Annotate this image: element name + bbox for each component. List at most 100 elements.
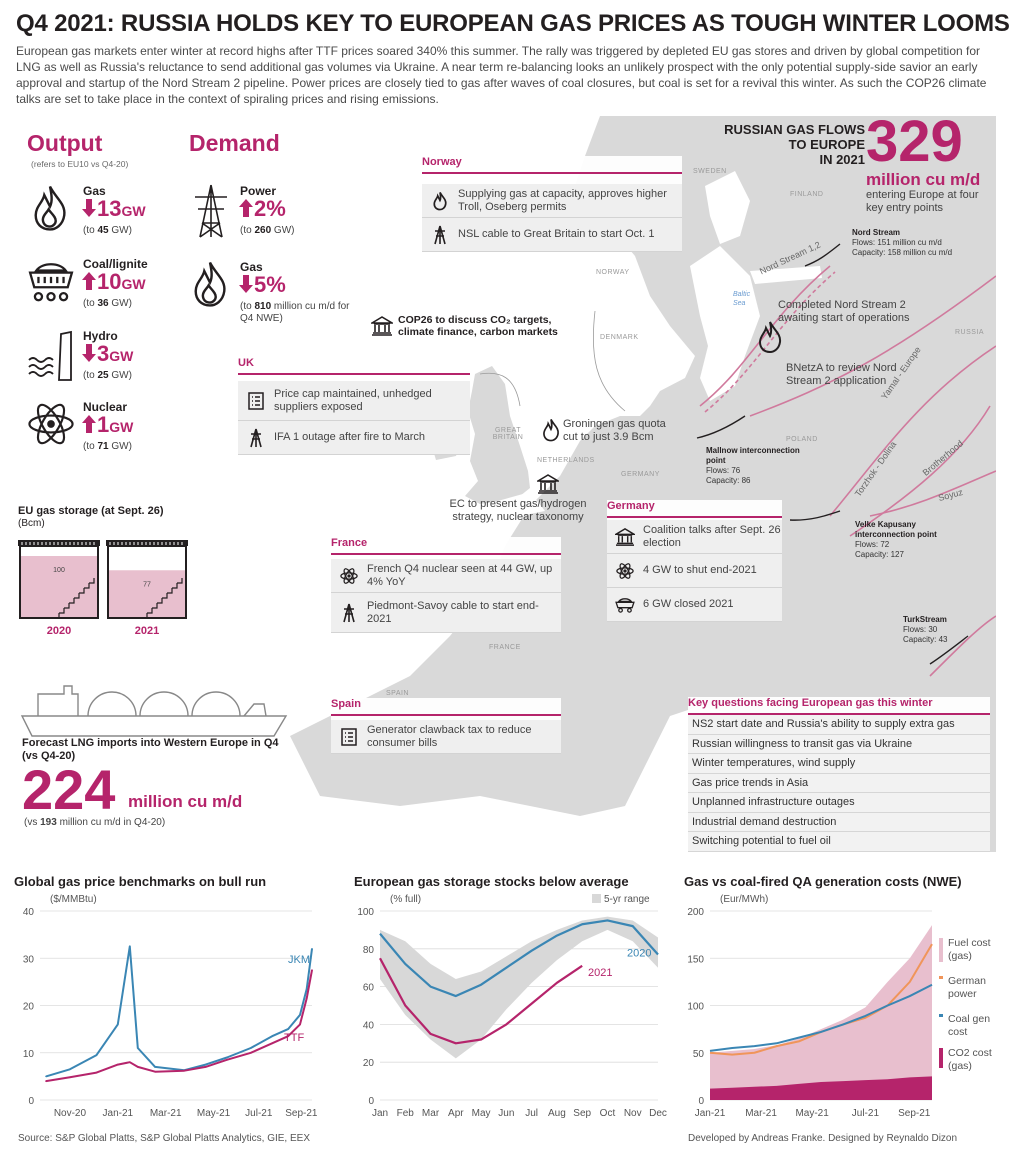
checklist-icon — [248, 391, 264, 410]
storage-unit: (Bcm) — [18, 518, 45, 529]
panel-row-text: NSL cable to Great Britain to start Oct.… — [458, 228, 655, 240]
legend-swatch — [939, 976, 943, 979]
pylon-icon — [195, 184, 227, 238]
data-point — [271, 1035, 273, 1038]
sea-label-baltic: Baltic Sea — [733, 291, 751, 307]
lng-note-pre: (vs — [24, 817, 41, 828]
tank-value-label: 100 — [53, 567, 65, 574]
area-co2-cost — [710, 1076, 932, 1100]
panel-row-text: Generator clawback tax to reduce consume… — [367, 723, 532, 749]
item-name: Power — [240, 184, 277, 198]
lng-subtitle: (vs Q4-20) — [22, 750, 76, 762]
entry-flows: Flows: 151 million cu m/d — [852, 238, 942, 247]
data-point — [226, 1059, 228, 1061]
legend-label: power — [948, 988, 977, 1000]
data-point — [250, 1047, 252, 1049]
x-tick-label: Mar — [422, 1108, 440, 1119]
panel-row: Coalition talks after Sept. 26 election — [607, 520, 782, 554]
item-value: 3 — [97, 341, 110, 366]
data-point — [95, 1071, 98, 1074]
data-point — [69, 1068, 71, 1071]
lng-unit: million cu m/d — [128, 792, 243, 811]
flame-icon — [34, 186, 66, 231]
data-point — [311, 969, 313, 971]
panel-norway: Norway Supplying gas at capacity, approv… — [422, 156, 682, 252]
panel-title: Spain — [331, 698, 561, 716]
atom-icon — [28, 403, 74, 445]
country-label-great-britain: GREAT BRITAIN — [492, 427, 524, 441]
entry-flows: Flows: 72 — [855, 540, 890, 549]
y-tick-label: 0 — [698, 1096, 704, 1107]
pylon-icon — [434, 225, 446, 244]
checklist-icon — [341, 727, 357, 746]
y-tick-label: 200 — [687, 907, 704, 918]
y-axis-unit: (% full) — [390, 894, 421, 905]
data-point — [136, 1066, 139, 1068]
entry-capacity: Capacity: 43 — [903, 635, 948, 644]
item-unit: GW — [109, 348, 134, 364]
data-point — [128, 1061, 131, 1063]
item-value: 13 — [97, 196, 122, 221]
panel-row-text: 4 GW to shut end-2021 — [643, 564, 757, 576]
note-pre: (to — [83, 225, 98, 236]
series-line-jkm — [45, 945, 313, 1078]
intro-text: European gas markets enter winter at rec… — [16, 44, 987, 106]
x-tick-label: Sep-21 — [898, 1108, 931, 1119]
y-axis-unit: ($/MMBtu) — [50, 894, 97, 905]
data-point — [299, 1023, 301, 1026]
legend-label: German — [948, 975, 986, 987]
item-name: Hydro — [83, 329, 118, 343]
country-label-netherlands: NETHERLANDS — [537, 457, 595, 464]
note-post: GW) — [108, 370, 132, 381]
x-tick-label: Jan-21 — [103, 1108, 134, 1119]
note-value: 36 — [97, 298, 109, 309]
storage-title: EU gas storage (at Sept. 26) — [18, 505, 164, 517]
legend-label: (gas) — [948, 1060, 972, 1072]
data-point — [287, 1035, 289, 1038]
series-line-2021 — [379, 957, 583, 1045]
x-tick-label: Mar-21 — [745, 1108, 777, 1119]
chart-generation-costs: Gas vs coal-fired QA generation costs (N… — [684, 874, 992, 1119]
government-icon — [537, 474, 559, 494]
russian-flows-line1: RUSSIAN GAS FLOWS — [724, 122, 865, 137]
panel-title: UK — [238, 357, 470, 375]
y-tick-label: 20 — [363, 1058, 375, 1069]
x-tick-label: Jul-21 — [245, 1108, 273, 1119]
panel-row: Price cap maintained, unhedged suppliers… — [238, 381, 470, 421]
turkstream-pipe — [929, 615, 996, 677]
mallnow-arrow — [696, 415, 746, 439]
country-label-spain: SPAIN — [386, 690, 409, 697]
note-value: 71 — [97, 441, 109, 452]
velke-arrow — [789, 510, 841, 521]
panel-title: France — [331, 537, 561, 555]
item-name: Gas — [83, 184, 106, 198]
y-tick-label: 10 — [23, 1049, 35, 1060]
data-point — [250, 1051, 252, 1054]
note-pre: (to — [83, 441, 98, 452]
source-text: Source: S&P Global Platts, S&P Global Pl… — [18, 1133, 310, 1144]
pylon-icon — [343, 603, 355, 622]
key-questions-list: NS2 start date and Russia's ability to s… — [688, 715, 990, 852]
page-title: Q4 2021: RUSSIA HOLDS KEY TO EUROPEAN GA… — [16, 10, 1010, 37]
item-note: (to 45 GW) — [83, 225, 203, 237]
entry-capacity: Capacity: 86 — [706, 476, 751, 485]
series-label-ttf: TTF — [284, 1032, 304, 1044]
output-subtitle: (refers to EU10 vs Q4-20) — [31, 159, 129, 169]
storage-tank: 77 2021 — [106, 540, 188, 636]
hydro-icon — [28, 330, 72, 381]
range-band — [380, 916, 658, 1059]
note-value: 810 — [254, 301, 272, 312]
data-point — [305, 988, 308, 990]
entry-name: Velke Kapusany interconnection point — [855, 520, 937, 539]
annotation-groningen: Groningen gas quota cut to just 3.9 Bcm — [563, 418, 666, 443]
x-tick-label: Feb — [397, 1108, 415, 1119]
soyuz-pipe — [869, 470, 996, 517]
entry-name: TurkStream — [903, 615, 947, 624]
yamal-pipe — [749, 275, 996, 417]
chart-price-benchmarks: Global gas price benchmarks on bull run (… — [14, 874, 318, 1119]
russian-flows-line3: IN 2021 — [819, 152, 865, 167]
coal-cart-icon — [28, 263, 74, 302]
panel-uk: UK Price cap maintained, unhedged suppli… — [238, 357, 470, 455]
item-change: 3GW — [81, 341, 133, 367]
tank-fill — [20, 556, 98, 618]
